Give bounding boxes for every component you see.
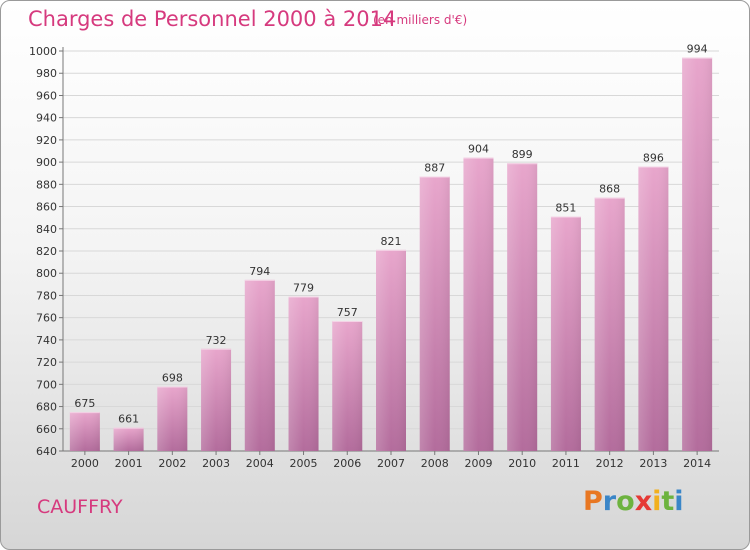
y-tick-label: 660 (36, 423, 57, 436)
x-tick-label: 2002 (158, 457, 186, 470)
x-tick-label: 2014 (683, 457, 711, 470)
logo-letter: i (652, 486, 662, 517)
chart-unit-note: (en milliers d'€) (373, 13, 468, 27)
y-tick-label: 860 (36, 201, 57, 214)
logo-letter: t (661, 486, 675, 517)
data-label-2006: 757 (337, 306, 358, 319)
y-tick-label: 900 (36, 156, 57, 169)
x-tick-label: 2004 (246, 457, 274, 470)
y-tick-label: 960 (36, 89, 57, 102)
data-label-2001: 661 (118, 413, 139, 426)
x-tick-label: 2010 (508, 457, 536, 470)
chart-title: Charges de Personnel 2000 à 2014 (28, 7, 397, 31)
y-tick-label: 700 (36, 378, 57, 391)
y-tick-label: 1000 (29, 45, 57, 58)
x-tick-label: 2007 (377, 457, 405, 470)
bar-shade-2011 (550, 216, 581, 451)
commune-name: CAUFFRY (37, 496, 123, 518)
y-tick-label: 720 (36, 356, 57, 369)
data-label-2007: 821 (381, 235, 402, 248)
y-tick-label: 920 (36, 134, 57, 147)
bar-shade-2008 (419, 176, 450, 452)
y-tick-label: 640 (36, 445, 57, 458)
y-tick-label: 740 (36, 334, 57, 347)
x-tick-label: 2012 (596, 457, 624, 470)
logo-letter: x (634, 486, 653, 517)
bar-shade-2010 (507, 163, 538, 451)
bar-shade-2012 (594, 197, 625, 451)
data-label-2008: 887 (424, 162, 445, 175)
y-tick-label: 980 (36, 67, 57, 80)
data-label-2012: 868 (599, 183, 620, 196)
bar-shade-2001 (113, 427, 144, 451)
data-label-2003: 732 (206, 334, 227, 347)
x-tick-label: 2011 (552, 457, 580, 470)
bar-shade-2014 (682, 57, 713, 452)
axes: 640 660 680 700 720 740 760 780 800 820 840 860 880 9… (29, 45, 719, 470)
x-tick-label: 2006 (333, 457, 361, 470)
y-tick-label: 880 (36, 178, 57, 191)
bar-shade-2005 (288, 296, 319, 451)
bars (69, 57, 713, 452)
y-tick-label: 780 (36, 289, 57, 302)
y-tick-label: 820 (36, 245, 57, 258)
bar-shade-2009 (463, 157, 494, 451)
data-label-2014: 994 (687, 43, 708, 56)
x-tick-label: 2008 (421, 457, 449, 470)
data-label-2010: 899 (512, 148, 533, 161)
data-label-2002: 698 (162, 372, 183, 385)
bar-shade-2006 (332, 321, 363, 451)
bar-shade-2004 (244, 279, 275, 451)
bar-shade-2000 (69, 412, 100, 451)
y-tick-label: 760 (36, 312, 57, 325)
y-tick-label: 840 (36, 223, 57, 236)
x-tick-label: 2000 (71, 457, 99, 470)
bar-shade-2007 (376, 249, 406, 451)
x-tick-label: 2009 (464, 457, 492, 470)
x-tick-label: 2013 (639, 457, 667, 470)
bar-shade-2003 (201, 348, 232, 451)
data-label-2005: 779 (293, 282, 314, 295)
data-label-2009: 904 (468, 143, 489, 156)
data-label-2004: 794 (249, 265, 270, 278)
x-tick-label: 2005 (290, 457, 318, 470)
data-label-2000: 675 (74, 397, 95, 410)
logo-letter: i (674, 486, 684, 517)
y-tick-label: 940 (36, 112, 57, 125)
x-tick-label: 2003 (202, 457, 230, 470)
x-tick-label: 2001 (115, 457, 143, 470)
bar-shade-2013 (638, 166, 669, 452)
y-tick-label: 800 (36, 267, 57, 280)
proxiti-logo: Proxiti (583, 486, 684, 517)
y-tick-label: 680 (36, 401, 57, 414)
data-labels: 675 661 698 732 794 779 757 821 887 904 899 851 868 8… (74, 43, 707, 426)
logo-letter: r (602, 486, 617, 517)
bar-shade-2002 (157, 386, 188, 451)
logo-letter: P (583, 486, 603, 517)
data-label-2011: 851 (555, 202, 576, 215)
data-label-2013: 896 (643, 152, 664, 165)
logo-letter: o (616, 486, 635, 517)
